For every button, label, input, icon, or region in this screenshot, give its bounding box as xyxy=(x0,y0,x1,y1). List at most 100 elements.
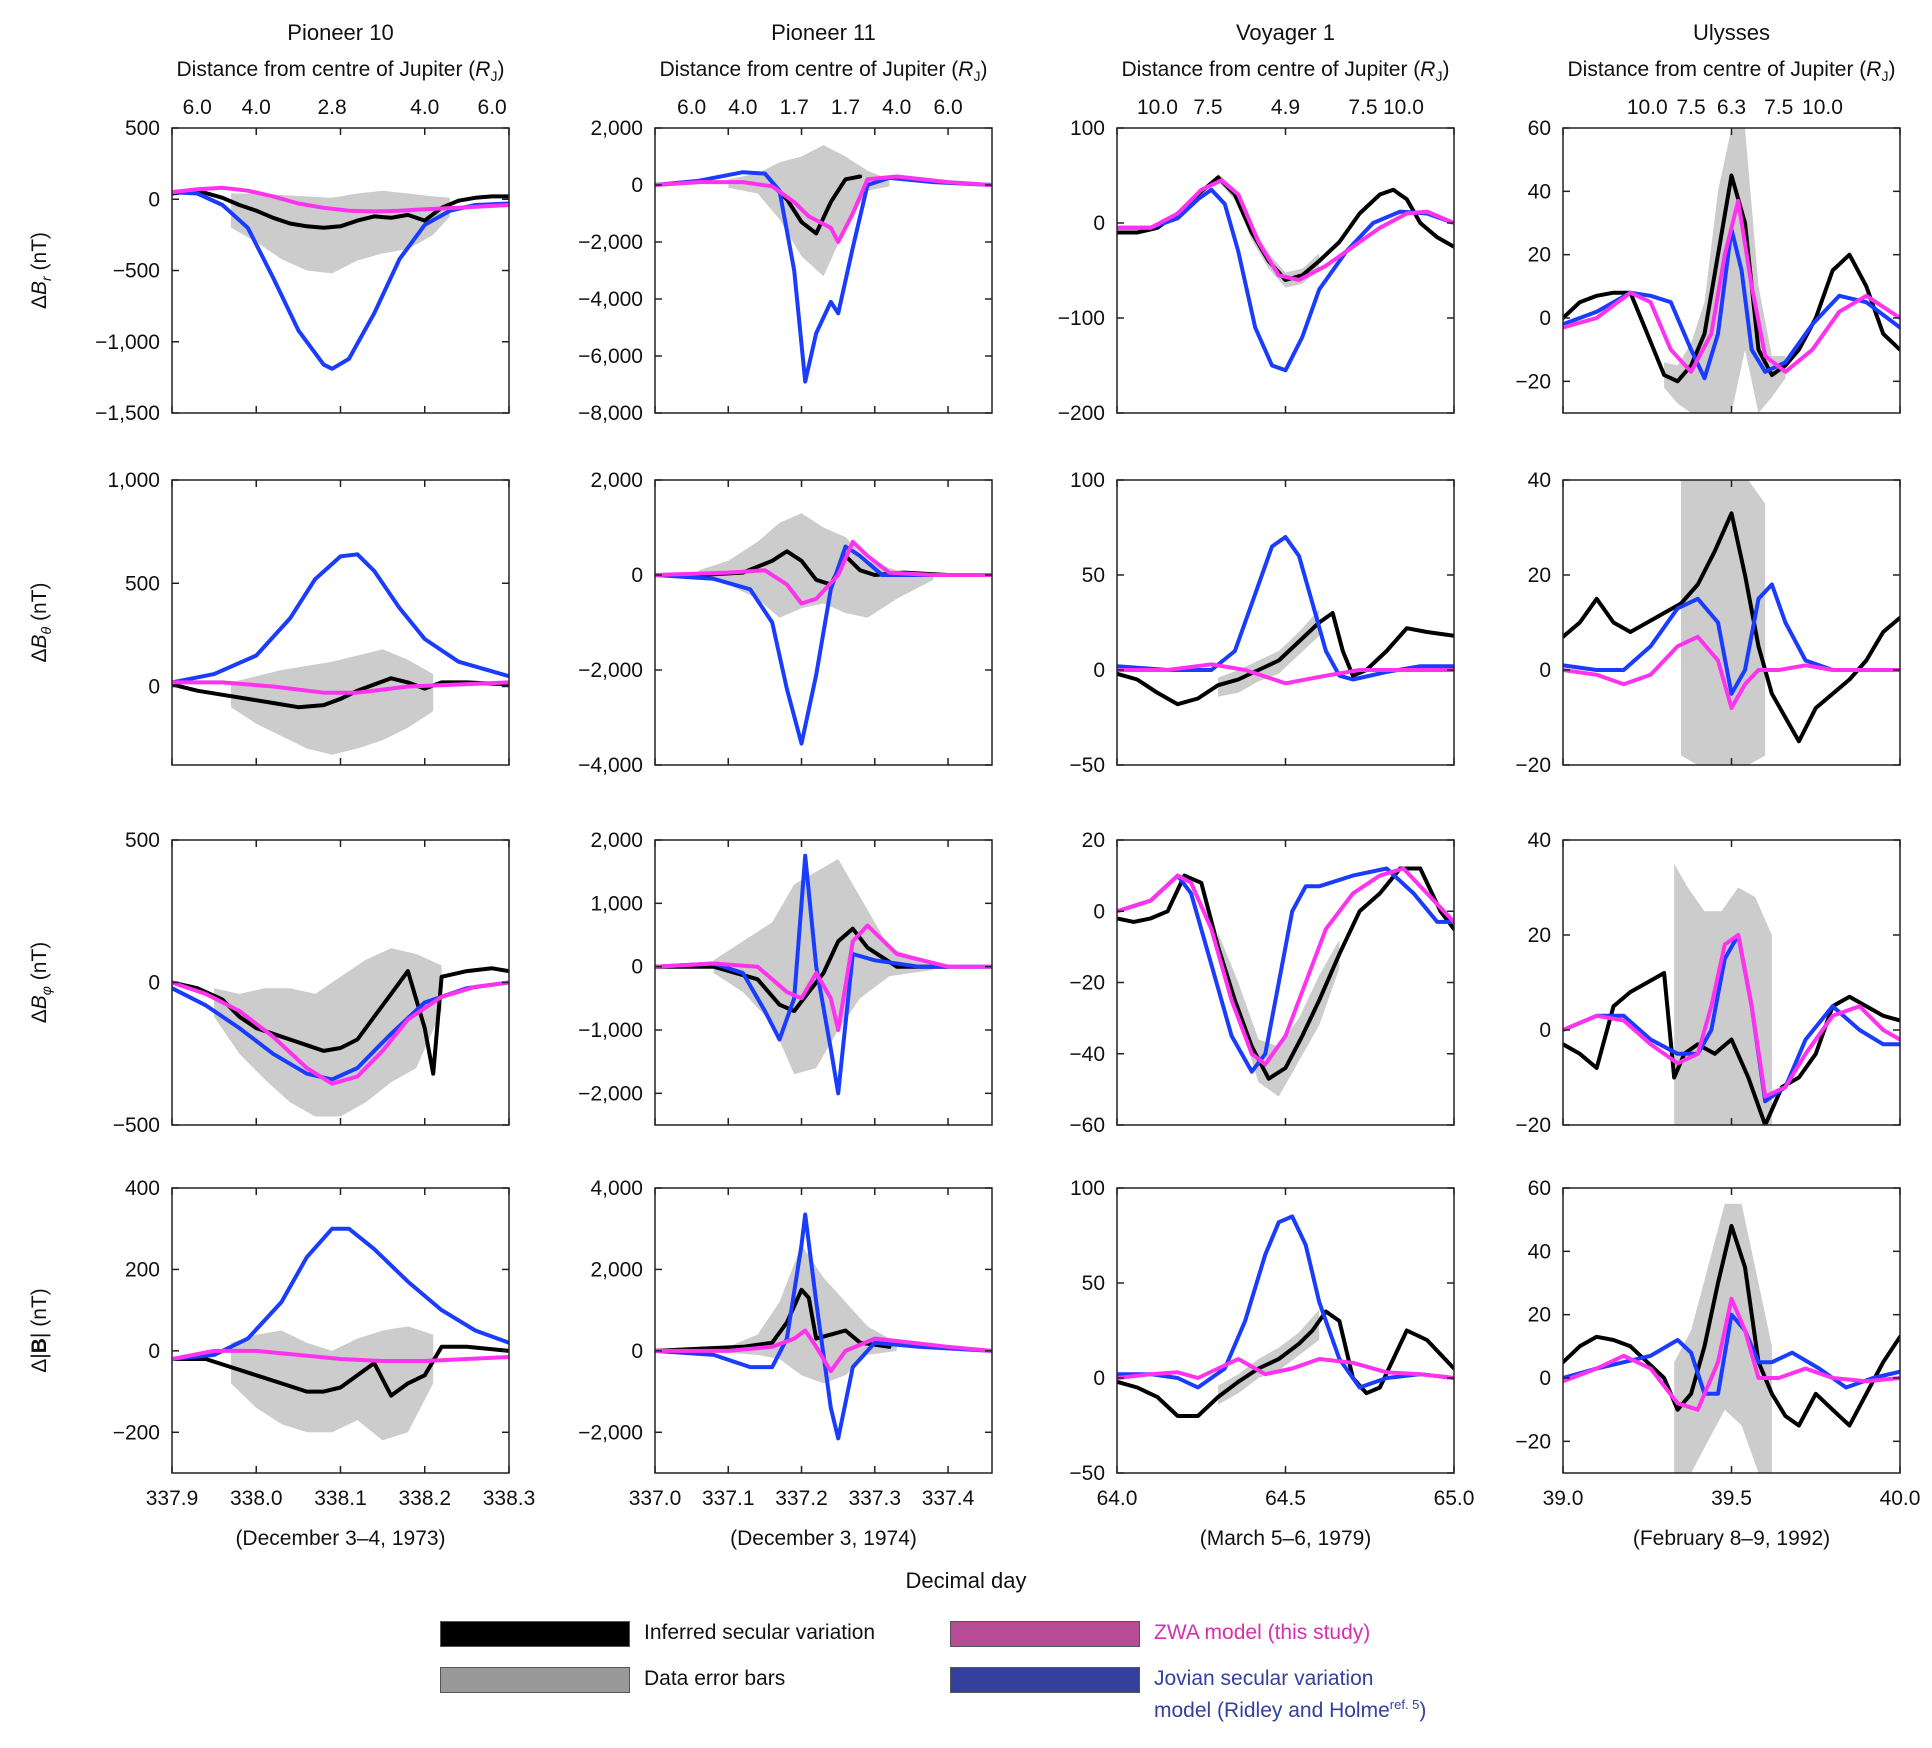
zwa-model-line xyxy=(1563,198,1900,374)
jovian-model-line xyxy=(655,170,992,384)
x-tick-label: 337.0 xyxy=(629,1487,682,1510)
top-tick-label: 7.5 xyxy=(1676,96,1705,119)
y-tick-label: 40 xyxy=(1528,829,1551,852)
error-label: Data error bars xyxy=(644,1667,786,1690)
y-tick-label: 50 xyxy=(1082,1272,1105,1295)
mission-title: Ulysses xyxy=(1693,20,1770,45)
y-tick-label: 20 xyxy=(1082,829,1105,852)
top-axis-label: Distance from centre of Jupiter (RJ) xyxy=(177,58,505,84)
y-tick-label: 0 xyxy=(148,972,160,995)
error-band xyxy=(231,1326,434,1441)
jovian-model-line xyxy=(1117,1214,1454,1390)
y-tick-label: −8,000 xyxy=(578,402,643,425)
rj-symbol: R xyxy=(1866,58,1881,81)
panel-frame xyxy=(1116,1187,1455,1474)
y-tick-label: 0 xyxy=(1093,1367,1105,1390)
zwa-model-line xyxy=(655,539,992,606)
row-label-prefix: Δ xyxy=(28,648,51,662)
row-label-symbol: B xyxy=(28,1338,51,1353)
mission-title: Pioneer 10 xyxy=(287,20,393,45)
zwa-model-line xyxy=(172,680,509,695)
zwa-model-line xyxy=(1563,1296,1900,1412)
top-tick-label: 10.0 xyxy=(1383,96,1424,119)
rj-symbol: R xyxy=(475,58,490,81)
zwa-swatch xyxy=(950,1621,1140,1647)
date-label: (March 5–6, 1979) xyxy=(1200,1527,1372,1550)
error-band xyxy=(1681,480,1766,765)
y-tick-label: −200 xyxy=(113,1421,160,1444)
top-tick-label: 10.0 xyxy=(1627,96,1668,119)
zwa-model-line xyxy=(655,1328,992,1374)
row-label: ΔBφ (nT) xyxy=(28,942,54,1024)
rj-symbol: R xyxy=(958,58,973,81)
top-tick-label: 6.0 xyxy=(677,96,706,119)
y-tick-label: 200 xyxy=(125,1258,160,1281)
y-tick-label: 0 xyxy=(1539,1367,1551,1390)
y-tick-label: 0 xyxy=(1093,659,1105,682)
jovian-model-line xyxy=(655,544,992,746)
y-tick-label: −60 xyxy=(1069,1114,1105,1137)
row-label-symbol: B xyxy=(28,281,51,295)
panel-frame xyxy=(654,127,993,414)
top-axis-label: Distance from centre of Jupiter (RJ) xyxy=(1122,58,1450,84)
observed-series-line xyxy=(1563,971,1900,1125)
top-tick-label: 4.0 xyxy=(242,96,271,119)
jovian-swatch xyxy=(950,1667,1140,1693)
mission-title: Pioneer 11 xyxy=(771,20,876,45)
jovian-model-line xyxy=(172,190,509,371)
observed-label: Inferred secular variation xyxy=(644,1621,876,1644)
top-tick-label: 7.5 xyxy=(1348,96,1377,119)
observed-series-line xyxy=(1117,175,1454,282)
observed-series-line xyxy=(1117,611,1454,707)
zwa-model-line xyxy=(1563,933,1900,1099)
x-tick-label: 337.4 xyxy=(922,1487,975,1510)
row-label: ΔBθ (nT) xyxy=(28,583,54,663)
observed-series-line xyxy=(1563,511,1900,744)
y-tick-label: 2,000 xyxy=(590,469,643,492)
zwa-model-line xyxy=(172,1348,509,1363)
y-tick-label: 0 xyxy=(1093,900,1105,923)
jovian-model-line xyxy=(1563,582,1900,696)
top-tick-label: 4.0 xyxy=(410,96,439,119)
x-tick-label: 65.0 xyxy=(1434,1487,1475,1510)
error-swatch xyxy=(440,1667,630,1693)
zwa-model-line xyxy=(172,185,509,214)
top-axis-close: ) xyxy=(497,58,504,81)
y-tick-label: −2,000 xyxy=(578,659,643,682)
top-axis-label-text: Distance from centre of Jupiter ( xyxy=(660,58,959,81)
y-tick-label: −1,000 xyxy=(578,1019,643,1042)
legend-item-jovian: Jovian secular variation model (Ridley a… xyxy=(950,1666,1426,1724)
top-tick-label: 2.8 xyxy=(317,96,346,119)
y-tick-label: −20 xyxy=(1515,1114,1551,1137)
y-tick-label: −20 xyxy=(1515,754,1551,777)
top-axis-close: ) xyxy=(1888,58,1895,81)
y-tick-label: 40 xyxy=(1528,1240,1551,1263)
y-tick-label: 100 xyxy=(1070,117,1105,140)
top-tick-label: 1.7 xyxy=(780,96,809,119)
jovian-label-line1: Jovian secular variation xyxy=(1154,1667,1374,1690)
error-band xyxy=(1218,1309,1320,1405)
rj-subscript: J xyxy=(490,68,497,84)
y-tick-label: 500 xyxy=(125,572,160,595)
zwa-model-line xyxy=(1117,662,1454,686)
row-label-suffix: (nT) xyxy=(28,232,51,276)
date-label: (December 3, 1974) xyxy=(730,1527,917,1550)
figure-canvas: Pioneer 10 Distance from centre of Jupite… xyxy=(28,20,1920,1550)
y-tick-label: 0 xyxy=(631,564,643,587)
y-tick-label: 0 xyxy=(148,188,160,211)
error-band xyxy=(214,948,442,1117)
y-tick-label: −50 xyxy=(1069,1462,1105,1485)
panel-frame xyxy=(171,1187,510,1474)
row-label: ΔBr (nT) xyxy=(28,232,54,309)
x-tick-label: 338.1 xyxy=(314,1487,367,1510)
y-tick-label: 2,000 xyxy=(590,117,643,140)
x-tick-label: 338.0 xyxy=(230,1487,283,1510)
jovian-model-line xyxy=(655,853,992,1096)
top-axis-label-text: Distance from centre of Jupiter ( xyxy=(1122,58,1421,81)
panel-frame xyxy=(654,479,993,766)
y-tick-label: −20 xyxy=(1515,370,1551,393)
row-label-prefix: Δ| xyxy=(28,1353,51,1372)
top-tick-label: 4.0 xyxy=(728,96,757,119)
y-tick-label: −40 xyxy=(1069,1043,1105,1066)
y-tick-label: 0 xyxy=(1539,307,1551,330)
